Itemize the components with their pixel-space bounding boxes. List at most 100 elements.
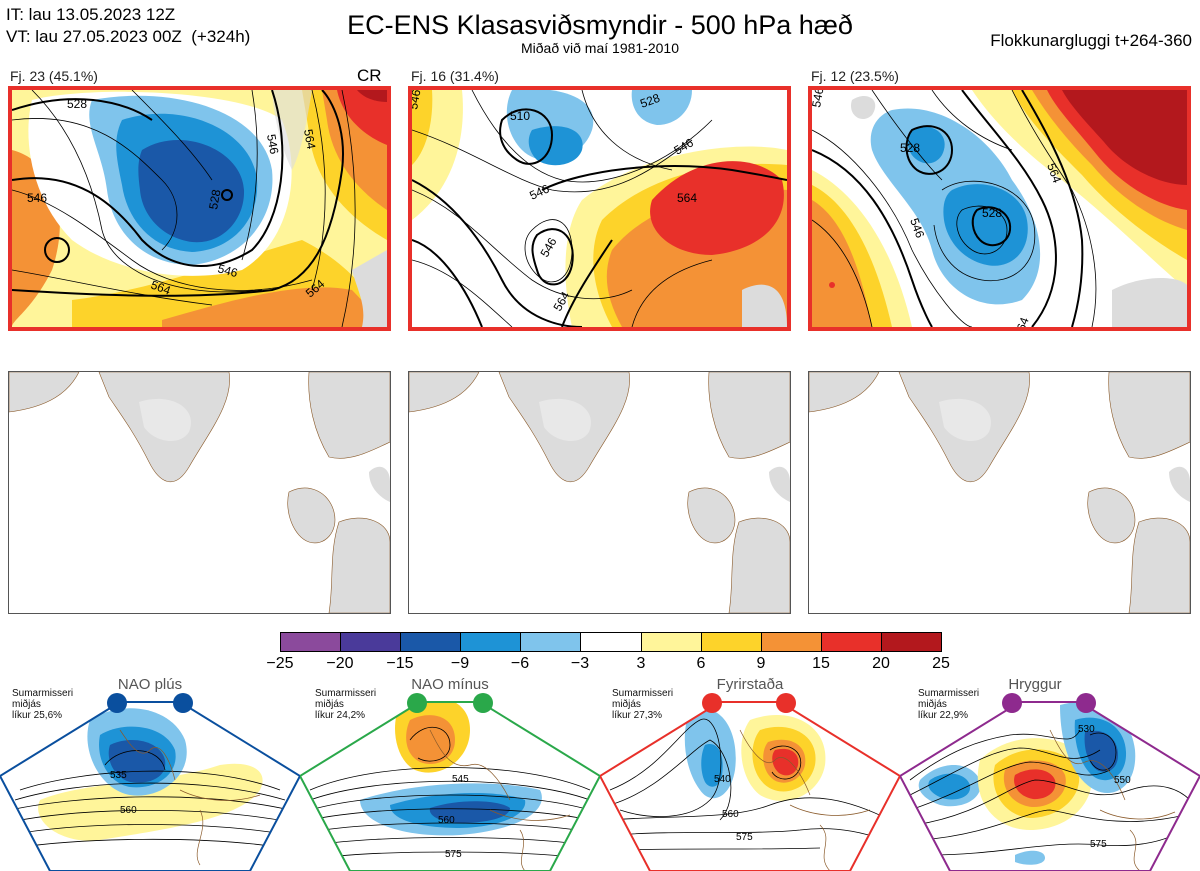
- regime-2-marker-right: [473, 693, 493, 713]
- regime-3-contour-label: 575: [736, 832, 753, 843]
- colorbar-tick: 25: [932, 655, 950, 672]
- cluster-2-label: Fj. 16 (31.4%): [411, 68, 499, 84]
- regime-4-contour-label: 550: [1114, 775, 1131, 786]
- cluster-2-contour-label: 528: [638, 91, 662, 111]
- regime-2-info: Sumarmisseri miðjás líkur 24,2%: [315, 688, 376, 721]
- regime-4-map: 530 550 575: [900, 693, 1200, 871]
- regime-1-probability: líkur 25,6%: [12, 710, 63, 721]
- regime-1-contour-label: 560: [120, 805, 137, 816]
- cluster-1-map: 528 546 546 546 564 564 564 528: [8, 86, 391, 331]
- colorbar-cell: [881, 633, 942, 651]
- base-map-3: [808, 371, 1191, 614]
- regime-4-contour-label: 575: [1090, 839, 1107, 850]
- regime-2-period: miðjás: [315, 699, 344, 710]
- colorbar-cell: [761, 633, 822, 651]
- cluster-2-anomaly-field: 546 510 546 546 564 546 564 528: [412, 90, 787, 327]
- regime-4-contour-label: 530: [1078, 724, 1095, 735]
- colorbar-tick: −25: [266, 655, 294, 672]
- regime-3-contour-label: 560: [722, 809, 739, 820]
- cluster-1-contour-label: 528: [67, 97, 87, 111]
- cluster-1-contour-label: 546: [216, 261, 239, 280]
- regime-3-info: Sumarmisseri miðjás líkur 27,3%: [612, 688, 673, 721]
- colorbar-tick: −20: [326, 655, 354, 672]
- colorbar-cell: [641, 633, 702, 651]
- regime-2-map: 545 560 575: [300, 693, 600, 871]
- regime-4-season: Sumarmisseri: [918, 688, 980, 699]
- page-title: EC-ENS Klasasviðsmyndir - 500 hPa hæð: [347, 10, 853, 40]
- cluster-1-tag: CR: [357, 66, 382, 85]
- regime-4-info: Sumarmisseri miðjás líkur 22,9%: [918, 688, 979, 721]
- regime-1-marker-right: [173, 693, 193, 713]
- cluster-3-contour-label: 564: [1012, 315, 1032, 327]
- cluster-1-contour-label: 564: [149, 278, 173, 298]
- cluster-2-map: 546 510 546 546 564 546 564 528: [408, 86, 791, 331]
- regime-3-contour-label: 540: [714, 774, 731, 785]
- colorbar-tick: −15: [386, 655, 414, 672]
- regime-1-map: 535 560: [0, 693, 300, 871]
- coastline-map: [409, 372, 790, 613]
- colorbar-tick: 15: [812, 655, 830, 672]
- cluster-1-contour-label: 546: [264, 133, 281, 155]
- regime-4-marker-right: [1076, 693, 1096, 713]
- colorbar-cell: [821, 633, 882, 651]
- header-times: IT: lau 13.05.2023 12Z VT: lau 27.05.202…: [6, 4, 250, 48]
- cluster-3-contour-label: 528: [982, 206, 1002, 220]
- colorbar-tick: 6: [696, 655, 706, 672]
- base-map-2: [408, 371, 791, 614]
- regime-2-marker-left: [407, 693, 427, 713]
- colorbar-tick: −9: [450, 655, 470, 672]
- colorbar-tick: 20: [872, 655, 890, 672]
- cluster-1-label: Fj. 23 (45.1%): [10, 68, 98, 84]
- cluster-3-contour-label: 564: [1044, 161, 1064, 185]
- cluster-2-contour-label: 564: [677, 191, 697, 205]
- base-map-1: [8, 371, 391, 614]
- regime-1-marker-left: [107, 693, 127, 713]
- regime-4-period: miðjás: [918, 699, 947, 710]
- regime-3-probability: líkur 27,3%: [612, 710, 663, 721]
- cluster-1-contour-label: 528: [206, 188, 223, 210]
- cluster-3-label: Fj. 12 (23.5%): [811, 68, 899, 84]
- colorbar-tick: −3: [570, 655, 590, 672]
- colorbar-tick: −6: [510, 655, 530, 672]
- regime-3-marker-left: [702, 693, 722, 713]
- cluster-3-contour-label: 546: [812, 90, 826, 109]
- colorbar-cell: [581, 633, 642, 651]
- cluster-2-contour-label: 510: [510, 109, 530, 123]
- regime-1-period: miðjás: [12, 699, 41, 710]
- colorbar-cell: [341, 633, 402, 651]
- regime-1-info: Sumarmisseri miðjás líkur 25,6%: [12, 688, 73, 721]
- coastline-map: [9, 372, 390, 613]
- regime-3-period: miðjás: [612, 699, 641, 710]
- regime-2-season: Sumarmisseri: [315, 688, 377, 699]
- colorbar-cell: [461, 633, 522, 651]
- regime-3-map: 540 560 575: [600, 693, 900, 871]
- coastline-map: [809, 372, 1190, 613]
- regime-2-contour-label: 575: [445, 849, 462, 860]
- colorbar-tick: 3: [636, 655, 646, 672]
- colorbar-tick: 9: [756, 655, 766, 672]
- regime-3-name: Fyrirstaða: [716, 676, 784, 693]
- init-time: IT: lau 13.05.2023 12Z: [6, 5, 176, 24]
- cluster-1-anomaly-field: 528 546 546 546 564 564 564 528: [12, 90, 387, 327]
- cluster-window: Flokkunargluggi t+264-360: [990, 31, 1192, 50]
- colorbar-cell: [701, 633, 762, 651]
- colorbar-cell: [521, 633, 582, 651]
- regime-1-contour-label: 535: [110, 770, 127, 781]
- regime-1-season: Sumarmisseri: [12, 688, 74, 699]
- colorbar-cell: [401, 633, 462, 651]
- regime-1-name: NAO plús: [117, 676, 183, 693]
- page-subtitle: Miðað við maí 1981-2010: [521, 40, 679, 56]
- regime-2-contour-label: 560: [438, 815, 455, 826]
- cluster-2-contour-label: 546: [412, 90, 423, 111]
- regime-2-probability: líkur 24,2%: [315, 710, 366, 721]
- regime-2-name: NAO mínus: [411, 676, 489, 693]
- regime-3-marker-right: [776, 693, 796, 713]
- colorbar: [280, 632, 942, 652]
- cluster-1-contour-label: 564: [301, 128, 318, 150]
- cluster-1-contour-label: 546: [27, 191, 47, 205]
- colorbar-cell: [281, 633, 342, 651]
- regime-4-marker-left: [1002, 693, 1022, 713]
- cluster-3-contour-label: 528: [900, 141, 920, 155]
- cluster-3-map: 546 528 546 564 528 564: [808, 86, 1191, 331]
- regime-4-probability: líkur 22,9%: [918, 710, 969, 721]
